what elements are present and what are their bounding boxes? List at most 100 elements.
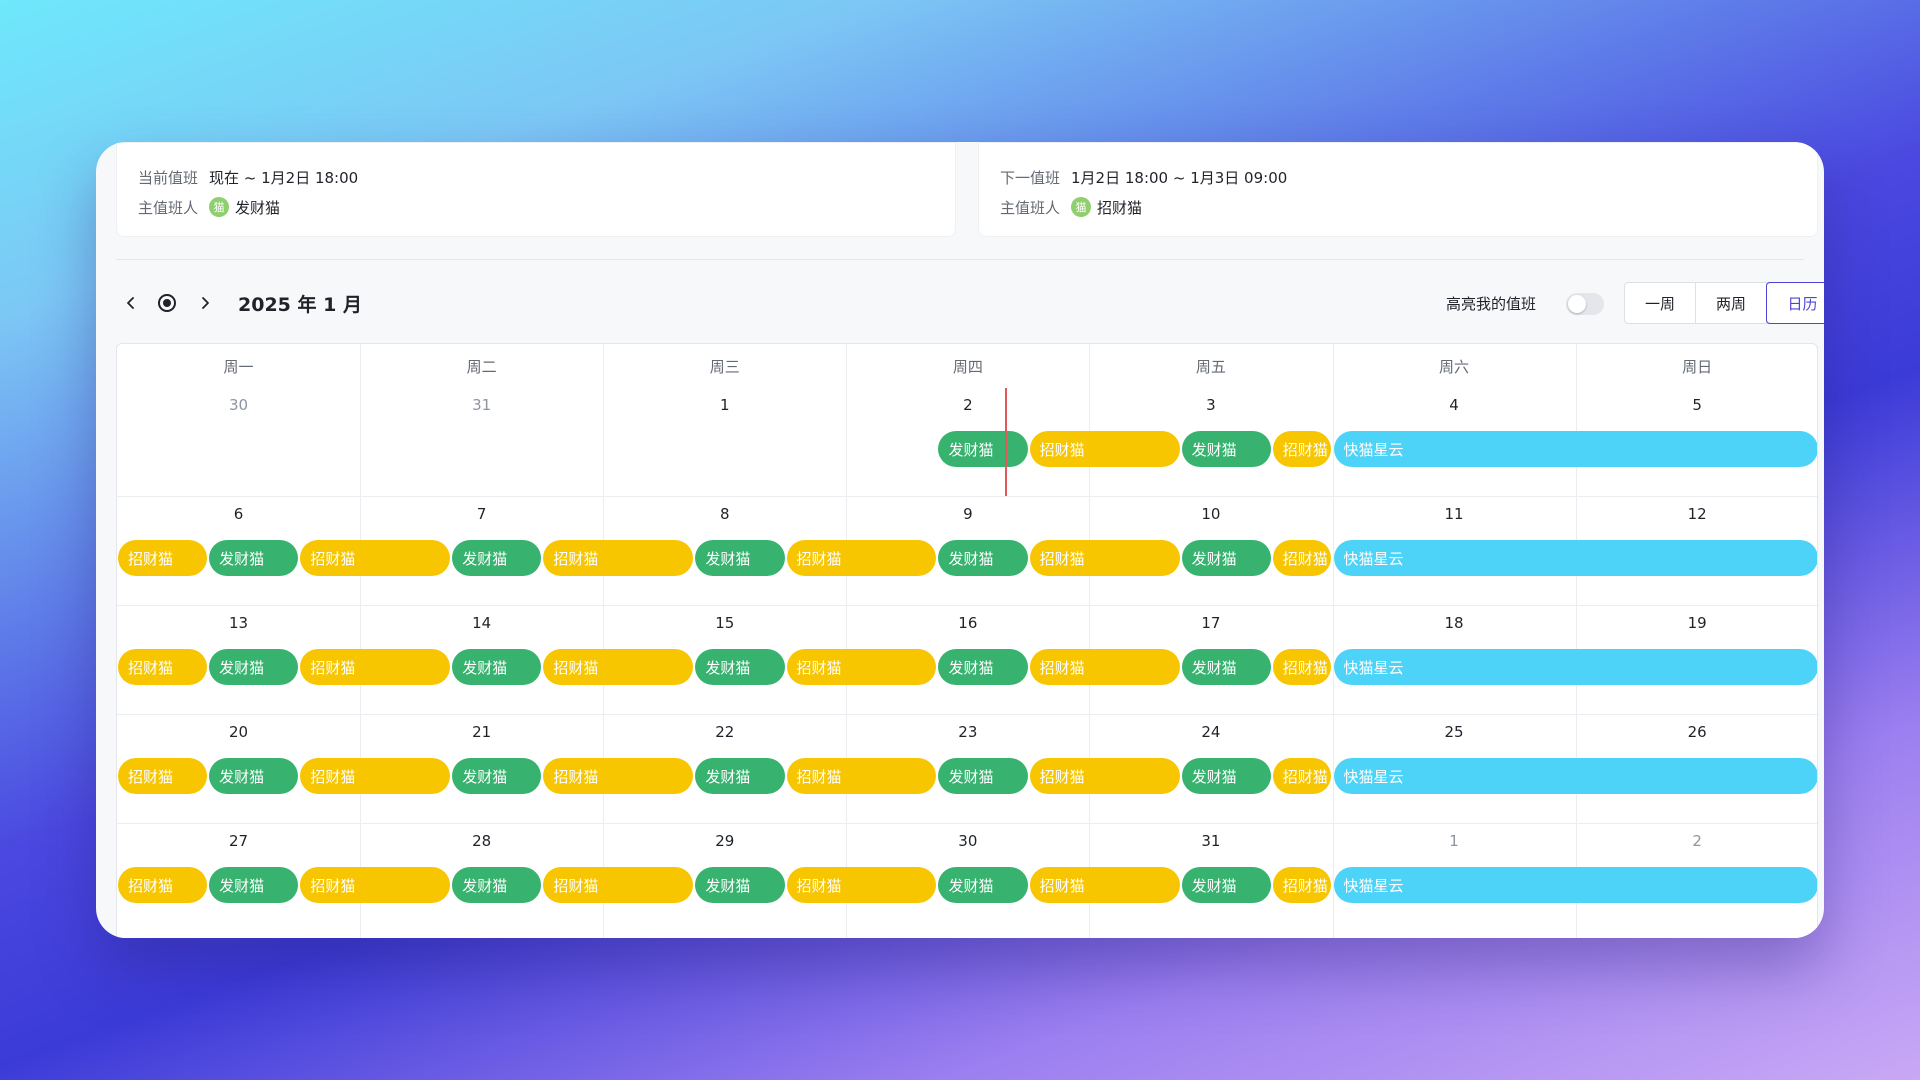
highlight-label: 高亮我的值班 — [1446, 295, 1537, 313]
shift-event[interactable]: 招财猫 — [1029, 540, 1180, 576]
shift-event[interactable]: 发财猫 — [1181, 867, 1271, 903]
weekday-header: 周六 — [1439, 357, 1470, 376]
day-number: 19 — [1687, 614, 1707, 632]
next-shift-card: 下一值班 1月2日 18:00 ~ 1月3日 09:00 主值班人 猫 招财猫 — [978, 142, 1818, 237]
today-dot-icon — [158, 294, 176, 312]
day-number: 31 — [1201, 832, 1221, 850]
shift-event[interactable]: 发财猫 — [452, 649, 542, 685]
day-number: 6 — [233, 505, 244, 523]
shift-event[interactable]: 招财猫 — [1272, 540, 1332, 576]
view-two-weeks[interactable]: 两周 — [1696, 283, 1767, 323]
shift-event[interactable]: 发财猫 — [1181, 540, 1271, 576]
next-host-name: 招财猫 — [1097, 198, 1143, 217]
current-shift-time-row: 当前值班 现在 ~ 1月2日 18:00 — [138, 165, 934, 189]
shift-event[interactable]: 发财猫 — [695, 758, 785, 794]
shift-event[interactable]: 招财猫 — [118, 867, 208, 903]
shift-event[interactable]: 招财猫 — [300, 867, 451, 903]
day-number: 10 — [1201, 505, 1221, 523]
current-time-indicator — [1005, 388, 1007, 496]
grid-line — [1576, 344, 1577, 938]
day-number: 20 — [229, 723, 249, 741]
shift-event[interactable]: 招财猫 — [543, 649, 694, 685]
grid-line — [117, 714, 1817, 715]
shift-event[interactable]: 发财猫 — [938, 431, 1028, 467]
shift-event[interactable]: 快猫星云 — [1333, 540, 1817, 576]
shift-event[interactable]: 快猫星云 — [1333, 649, 1817, 685]
shift-event[interactable]: 发财猫 — [695, 649, 785, 685]
day-number: 31 — [472, 396, 492, 414]
shift-event[interactable]: 招财猫 — [543, 758, 694, 794]
shift-event[interactable]: 招财猫 — [786, 649, 937, 685]
shift-event[interactable]: 发财猫 — [209, 758, 299, 794]
shift-event[interactable]: 招财猫 — [1029, 867, 1180, 903]
shift-event[interactable]: 发财猫 — [209, 540, 299, 576]
shift-event[interactable]: 招财猫 — [1272, 758, 1332, 794]
shift-event[interactable]: 招财猫 — [1272, 431, 1332, 467]
next-shift-host-row: 主值班人 猫 招财猫 — [1000, 195, 1796, 219]
highlight-toggle[interactable] — [1566, 293, 1604, 315]
view-calendar[interactable]: 日历 — [1766, 282, 1824, 324]
shift-event[interactable]: 招财猫 — [118, 758, 208, 794]
shift-event[interactable]: 快猫星云 — [1333, 758, 1817, 794]
avatar: 猫 — [209, 197, 230, 217]
shift-event[interactable]: 招财猫 — [786, 867, 937, 903]
shift-event[interactable]: 招财猫 — [543, 540, 694, 576]
weekday-header: 周五 — [1195, 357, 1226, 376]
shift-event[interactable]: 招财猫 — [1272, 649, 1332, 685]
shift-event[interactable]: 发财猫 — [1181, 431, 1271, 467]
shift-event[interactable]: 发财猫 — [695, 867, 785, 903]
day-number: 5 — [1692, 396, 1702, 414]
shift-event[interactable]: 招财猫 — [300, 758, 451, 794]
next-month-button[interactable] — [190, 288, 220, 318]
shift-event[interactable]: 发财猫 — [1181, 649, 1271, 685]
shift-event[interactable]: 发财猫 — [938, 649, 1028, 685]
weekday-header: 周二 — [466, 357, 497, 376]
current-shift-card: 当前值班 现在 ~ 1月2日 18:00 主值班人 猫 发财猫 — [116, 142, 956, 237]
day-number: 16 — [958, 614, 978, 632]
current-host-name: 发财猫 — [235, 198, 281, 217]
day-number: 18 — [1444, 614, 1464, 632]
today-button[interactable] — [152, 288, 182, 318]
shift-event[interactable]: 招财猫 — [118, 540, 208, 576]
shift-event[interactable]: 发财猫 — [209, 867, 299, 903]
next-shift-time: 1月2日 18:00 ~ 1月3日 09:00 — [1071, 168, 1288, 187]
shift-event[interactable]: 快猫星云 — [1333, 431, 1817, 467]
day-number: 1 — [719, 396, 730, 414]
shift-summary: 当前值班 现在 ~ 1月2日 18:00 主值班人 猫 发财猫 下一值班 1月2… — [116, 142, 1818, 237]
shift-event[interactable]: 发财猫 — [452, 758, 542, 794]
day-number: 7 — [476, 505, 487, 523]
shift-event[interactable]: 招财猫 — [300, 540, 451, 576]
app-window: 当前值班 现在 ~ 1月2日 18:00 主值班人 猫 发财猫 下一值班 1月2… — [96, 142, 1824, 938]
shift-event[interactable]: 发财猫 — [1181, 758, 1271, 794]
shift-event[interactable]: 招财猫 — [118, 649, 208, 685]
shift-event[interactable]: 招财猫 — [1029, 649, 1180, 685]
shift-event[interactable]: 招财猫 — [1029, 758, 1180, 794]
prev-month-button[interactable] — [116, 288, 146, 318]
shift-event[interactable]: 发财猫 — [938, 758, 1028, 794]
month-calendar: 周一 周二 周三 周四 周五 周六 周日 30 31 1 2 3 4 5 6 7 8 9 10 11 12 13 14 15 1… — [116, 343, 1818, 938]
day-number: 1 — [1449, 832, 1459, 850]
shift-event[interactable]: 招财猫 — [1272, 867, 1332, 903]
weekday-header: 周三 — [709, 357, 740, 376]
shift-event[interactable]: 发财猫 — [938, 540, 1028, 576]
shift-event[interactable]: 发财猫 — [452, 540, 542, 576]
shift-event[interactable]: 发财猫 — [695, 540, 785, 576]
shift-event[interactable]: 快猫星云 — [1333, 867, 1817, 903]
day-number: 17 — [1201, 614, 1221, 632]
shift-event[interactable]: 招财猫 — [786, 758, 937, 794]
shift-event[interactable]: 发财猫 — [452, 867, 542, 903]
shift-event[interactable]: 发财猫 — [209, 649, 299, 685]
view-one-week[interactable]: 一周 — [1625, 283, 1696, 323]
shift-event[interactable]: 招财猫 — [300, 649, 451, 685]
current-shift-time: 现在 ~ 1月2日 18:00 — [209, 168, 359, 187]
next-shift-label: 下一值班 — [1000, 168, 1061, 187]
shift-event[interactable]: 招财猫 — [1029, 431, 1180, 467]
shift-event[interactable]: 招财猫 — [543, 867, 694, 903]
day-number: 8 — [719, 505, 730, 523]
shift-event[interactable]: 招财猫 — [786, 540, 937, 576]
day-number: 4 — [1449, 396, 1459, 414]
grid-line — [117, 496, 1817, 497]
shift-event[interactable]: 发财猫 — [938, 867, 1028, 903]
grid-line — [1089, 344, 1090, 938]
day-number: 14 — [472, 614, 492, 632]
